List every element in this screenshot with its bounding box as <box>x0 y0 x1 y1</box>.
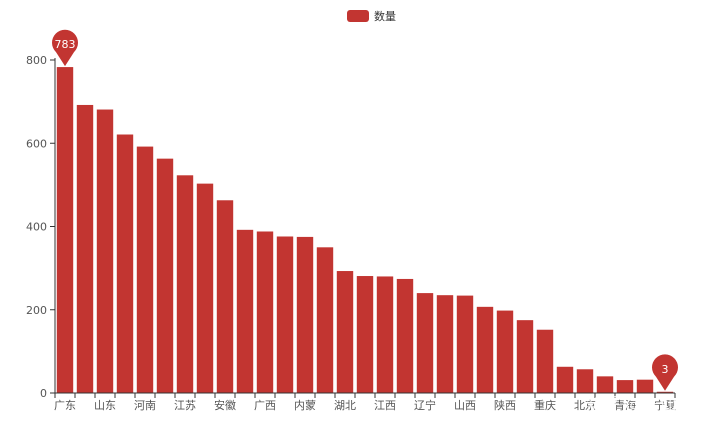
bar[interactable] <box>276 236 294 393</box>
x-tick-label: 广东 <box>54 399 76 412</box>
mark-pin-min[interactable] <box>652 354 678 391</box>
mark-points: 783 3 <box>51 29 678 391</box>
bar[interactable] <box>176 175 194 393</box>
x-tick-label: 青海 <box>614 398 636 412</box>
y-tick-label: 200 <box>26 304 47 317</box>
x-axis: 广东 山东 河南 江苏 安徽 广西 内蒙 湖北 江西 辽宁 山西 陕西 重庆 北京 青海 宁夏 <box>54 392 676 412</box>
y-axis: 0 200 400 600 800 <box>26 54 56 400</box>
bar[interactable] <box>436 295 454 393</box>
bar[interactable] <box>136 146 154 393</box>
bar[interactable] <box>336 271 354 393</box>
y-tick-label: 800 <box>26 54 47 67</box>
bar[interactable] <box>556 366 574 393</box>
bar[interactable] <box>416 293 434 393</box>
legend[interactable]: 数量 <box>347 10 396 23</box>
x-tick-label: 河南 <box>134 399 156 412</box>
bar[interactable] <box>56 67 74 394</box>
x-tick-label: 山东 <box>94 399 116 412</box>
bar[interactable] <box>616 380 634 393</box>
x-tick-label: 山西 <box>454 399 476 412</box>
bar[interactable] <box>396 278 414 393</box>
bar[interactable] <box>316 247 334 393</box>
x-tick-label: 宁夏 <box>654 398 676 412</box>
bar[interactable] <box>356 276 374 393</box>
bar[interactable] <box>516 320 534 393</box>
legend-swatch[interactable] <box>347 10 369 22</box>
bar[interactable] <box>116 134 134 394</box>
bar[interactable] <box>196 183 214 393</box>
bar[interactable] <box>236 229 254 393</box>
bar[interactable] <box>156 158 174 393</box>
x-tick-label: 江西 <box>374 399 396 412</box>
bars <box>56 67 674 394</box>
y-tick-label: 0 <box>40 387 47 400</box>
bar[interactable] <box>636 379 654 393</box>
x-tick-label: 湖北 <box>334 399 356 412</box>
y-tick-label: 400 <box>26 221 47 234</box>
legend-label[interactable]: 数量 <box>374 10 396 23</box>
x-tick-label: 内蒙 <box>294 398 316 412</box>
watermark: 知乎 @先仙 <box>586 395 676 415</box>
bar[interactable] <box>376 276 394 393</box>
bar[interactable] <box>76 104 94 393</box>
bar[interactable] <box>96 109 114 393</box>
x-tick-label: 重庆 <box>534 398 556 412</box>
x-tick-label: 广西 <box>254 399 276 412</box>
x-tick-label: 陕西 <box>494 398 516 412</box>
bar[interactable] <box>476 306 494 393</box>
x-tick-label: 安徽 <box>214 398 236 412</box>
bar[interactable] <box>296 236 314 393</box>
bar[interactable] <box>256 231 274 393</box>
mark-pin-label: 3 <box>662 363 669 376</box>
x-tick-label: 辽宁 <box>414 398 436 412</box>
bar[interactable] <box>496 310 514 393</box>
bar[interactable] <box>216 200 234 393</box>
x-tick-label: 江苏 <box>174 399 196 412</box>
bar[interactable] <box>576 369 594 393</box>
bar[interactable] <box>596 376 614 393</box>
bar[interactable] <box>656 391 674 393</box>
mark-pin-max[interactable] <box>51 29 78 67</box>
mark-pin-label: 783 <box>55 38 76 51</box>
bar[interactable] <box>456 295 474 393</box>
y-tick-label: 600 <box>26 137 47 150</box>
x-tick-label: 北京 <box>574 398 596 412</box>
bar[interactable] <box>536 329 554 393</box>
